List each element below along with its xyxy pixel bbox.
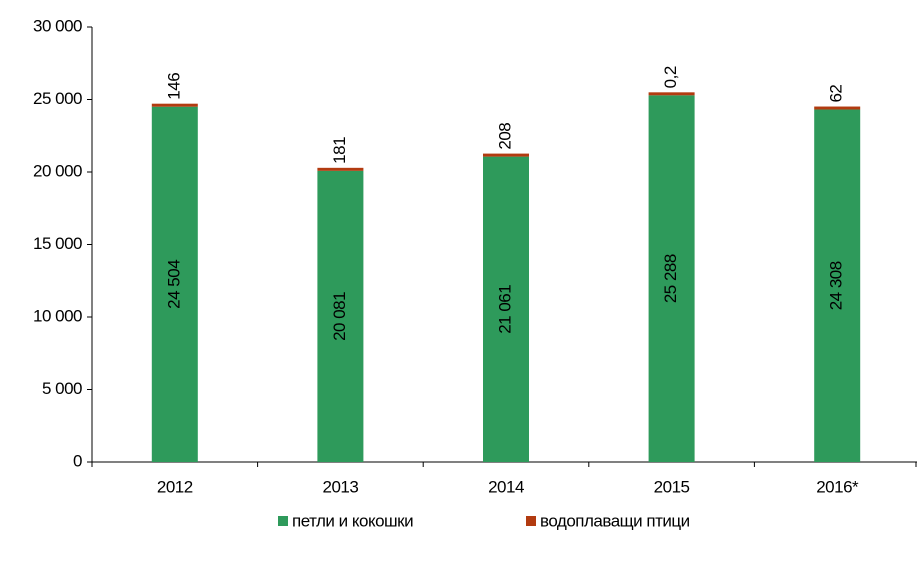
data-label: 20 081 bbox=[330, 292, 349, 341]
x-tick-label: 2013 bbox=[322, 477, 358, 496]
bar bbox=[648, 95, 695, 462]
data-label: 62 bbox=[827, 85, 846, 103]
x-tick-label: 2015 bbox=[654, 477, 690, 496]
y-tick-label: 5 000 bbox=[42, 379, 82, 398]
y-tick-label: 0 bbox=[73, 451, 82, 470]
legend-label: водоплаващи птици bbox=[540, 511, 690, 530]
bar bbox=[483, 156, 529, 463]
x-tick-label: 2012 bbox=[157, 477, 193, 496]
legend-swatch bbox=[278, 516, 288, 526]
y-tick-label: 20 000 bbox=[33, 161, 82, 180]
bar bbox=[151, 106, 198, 462]
data-label: 0,2 bbox=[661, 66, 680, 88]
x-tick-label: 2014 bbox=[488, 477, 524, 496]
legend-label: петли и кокошки bbox=[292, 511, 413, 530]
x-tick-label: 2016* bbox=[816, 477, 859, 496]
y-tick-label: 25 000 bbox=[33, 89, 82, 108]
bar bbox=[317, 170, 364, 462]
data-label: 181 bbox=[330, 137, 349, 164]
data-label: 25 288 bbox=[661, 254, 680, 303]
bar-top bbox=[151, 103, 198, 107]
bar-top bbox=[317, 167, 364, 171]
bar-top bbox=[648, 92, 695, 96]
data-label: 24 308 bbox=[827, 261, 846, 310]
data-label: 208 bbox=[495, 123, 514, 150]
bar-top bbox=[483, 153, 529, 157]
bar-top bbox=[814, 106, 861, 110]
legend-swatch bbox=[526, 516, 536, 526]
y-tick-label: 30 000 bbox=[33, 16, 82, 35]
data-label: 21 061 bbox=[495, 285, 514, 334]
y-tick-label: 10 000 bbox=[33, 306, 82, 325]
data-label: 146 bbox=[164, 73, 183, 100]
data-label: 24 504 bbox=[164, 260, 183, 309]
bar bbox=[814, 109, 861, 462]
y-tick-label: 15 000 bbox=[33, 234, 82, 253]
